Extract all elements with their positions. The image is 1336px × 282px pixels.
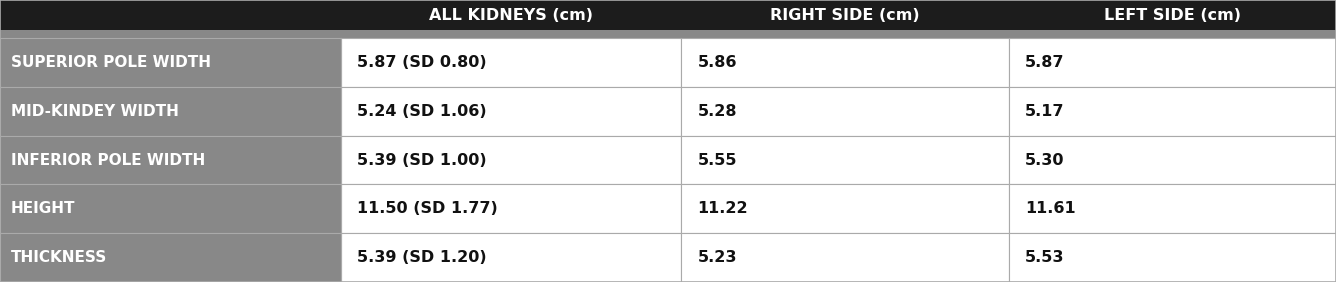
Bar <box>1009 184 1336 233</box>
Text: 5.24 (SD 1.06): 5.24 (SD 1.06) <box>357 104 486 119</box>
Text: 5.53: 5.53 <box>1025 250 1065 265</box>
Bar <box>1009 0 1336 30</box>
Text: 5.39 (SD 1.20): 5.39 (SD 1.20) <box>357 250 486 265</box>
Bar <box>681 184 1009 233</box>
Text: 5.28: 5.28 <box>697 104 737 119</box>
Text: THICKNESS: THICKNESS <box>11 250 107 265</box>
Bar <box>1009 30 1336 38</box>
Text: 5.17: 5.17 <box>1025 104 1065 119</box>
Text: 5.86: 5.86 <box>697 55 737 70</box>
Bar <box>1009 233 1336 282</box>
Text: HEIGHT: HEIGHT <box>11 201 75 216</box>
Bar <box>341 184 681 233</box>
Bar <box>681 30 1009 38</box>
Bar <box>681 87 1009 136</box>
Text: SUPERIOR POLE WIDTH: SUPERIOR POLE WIDTH <box>11 55 211 70</box>
Text: 5.39 (SD 1.00): 5.39 (SD 1.00) <box>357 153 486 168</box>
Text: INFERIOR POLE WIDTH: INFERIOR POLE WIDTH <box>11 153 204 168</box>
Text: 11.50 (SD 1.77): 11.50 (SD 1.77) <box>357 201 497 216</box>
Text: LEFT SIDE (cm): LEFT SIDE (cm) <box>1104 8 1241 23</box>
Text: 11.61: 11.61 <box>1025 201 1075 216</box>
Bar <box>681 136 1009 184</box>
Bar <box>681 0 1009 30</box>
Bar <box>0 233 341 282</box>
Bar <box>0 0 341 30</box>
Bar <box>681 233 1009 282</box>
Bar <box>0 38 341 87</box>
Text: RIGHT SIDE (cm): RIGHT SIDE (cm) <box>771 8 919 23</box>
Bar <box>1009 38 1336 87</box>
Bar <box>0 136 341 184</box>
Bar <box>341 233 681 282</box>
Text: ALL KIDNEYS (cm): ALL KIDNEYS (cm) <box>429 8 593 23</box>
Text: 5.87: 5.87 <box>1025 55 1065 70</box>
Text: 5.55: 5.55 <box>697 153 737 168</box>
Text: 5.30: 5.30 <box>1025 153 1065 168</box>
Text: 11.22: 11.22 <box>697 201 748 216</box>
Text: 5.87 (SD 0.80): 5.87 (SD 0.80) <box>357 55 486 70</box>
Bar <box>341 87 681 136</box>
Bar <box>1009 87 1336 136</box>
Text: 5.23: 5.23 <box>697 250 737 265</box>
Text: MID-KINDEY WIDTH: MID-KINDEY WIDTH <box>11 104 179 119</box>
Bar <box>0 30 341 38</box>
Bar <box>341 136 681 184</box>
Bar <box>1009 136 1336 184</box>
Bar <box>341 30 681 38</box>
Bar <box>341 38 681 87</box>
Bar <box>681 38 1009 87</box>
Bar <box>0 87 341 136</box>
Bar <box>341 0 681 30</box>
Bar <box>0 184 341 233</box>
